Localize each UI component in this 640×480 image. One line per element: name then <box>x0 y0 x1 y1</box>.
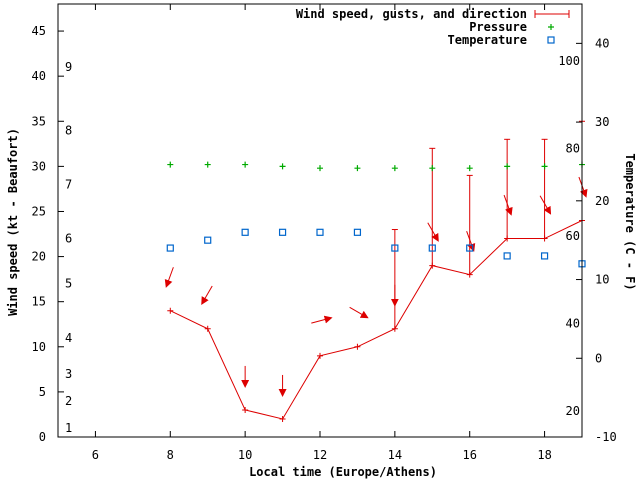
wind-direction-arrow <box>427 222 439 242</box>
series-layer <box>164 120 588 422</box>
y2-tick-label: 40 <box>595 36 609 50</box>
pressure-point <box>354 165 361 172</box>
fahrenheit-label: 40 <box>566 316 580 330</box>
x-tick-label: 18 <box>537 448 551 462</box>
wind-speed-line <box>170 220 583 420</box>
temperature-point <box>466 244 474 252</box>
y-tick-label: 20 <box>32 250 46 264</box>
wind-direction-arrow <box>349 306 369 319</box>
y-tick-label: 15 <box>32 295 46 309</box>
legend-label-temperature: Temperature <box>448 33 527 47</box>
pressure-point <box>317 165 323 172</box>
y-tick-label: 45 <box>32 24 46 38</box>
y-axis-label: Wind speed (kt - Beaufort) <box>6 128 20 316</box>
beaufort-label: 5 <box>65 277 72 291</box>
x-axis-label: Local time (Europe/Athens) <box>249 465 437 479</box>
legend: Wind speed, gusts, and direction Pressur… <box>296 7 570 47</box>
beaufort-label: 6 <box>65 232 72 246</box>
temperature-point <box>391 244 399 252</box>
temperature-point <box>166 244 174 252</box>
y2-tick-label: -10 <box>595 430 617 444</box>
pressure-point <box>167 161 174 168</box>
plot-frame <box>57 3 583 438</box>
y-tick-label: 25 <box>32 204 46 218</box>
beaufort-label: 2 <box>65 394 72 408</box>
wind-speed-point <box>242 406 249 413</box>
pressure-point <box>242 161 249 168</box>
y-tick-label: 0 <box>39 430 46 444</box>
pressure-point <box>391 165 398 172</box>
beaufort-label: 4 <box>65 331 72 345</box>
legend-label-wind: Wind speed, gusts, and direction <box>296 7 527 21</box>
x-tick-label: 14 <box>388 448 402 462</box>
beaufort-label: 7 <box>65 177 72 191</box>
temperature-point <box>540 252 549 260</box>
y2-tick-label: 0 <box>595 351 602 365</box>
beaufort-label: 8 <box>65 123 72 137</box>
axis-layer: 6 8 10 12 14 16 18051015202530354045123456789-… <box>32 4 617 462</box>
wind-speed-point <box>279 415 286 422</box>
x-tick-label: 8 <box>167 448 174 462</box>
wind-speed-point <box>429 262 436 269</box>
y-tick-label: 35 <box>32 114 46 128</box>
wind-speed-point <box>391 325 398 332</box>
fahrenheit-label: 60 <box>566 229 580 243</box>
fahrenheit-label: 100 <box>558 54 580 68</box>
wind-speed-point <box>354 343 361 350</box>
beaufort-label: 1 <box>65 421 72 435</box>
temperature-point <box>316 228 324 236</box>
legend-label-pressure: Pressure <box>469 20 527 34</box>
fahrenheit-label: 20 <box>566 404 580 418</box>
wind-direction-arrow <box>201 285 213 306</box>
temperature-point <box>278 228 287 236</box>
pressure-point <box>204 161 211 168</box>
pressure-point <box>429 165 436 172</box>
wind-direction-arrow <box>503 194 513 216</box>
wind-speed-point <box>317 352 323 359</box>
y2-axis-label: Temperature (C - F) <box>623 153 637 290</box>
x-tick-label: 12 <box>313 448 327 462</box>
x-tick-label: 6 <box>92 448 99 462</box>
y-tick-label: 40 <box>32 69 46 83</box>
wind-speed-point <box>466 271 473 278</box>
pressure-point <box>504 163 511 170</box>
temperature-point <box>503 252 511 260</box>
wind-speed-point <box>167 307 174 314</box>
y-tick-label: 10 <box>32 340 46 354</box>
pressure-point <box>541 163 548 170</box>
temperature-point <box>428 244 436 252</box>
x-tick-label: 10 <box>238 448 252 462</box>
x-tick-label: 16 <box>462 448 476 462</box>
temperature-point <box>353 228 362 236</box>
legend-swatch-temperature <box>547 36 555 44</box>
wind-direction-arrow <box>539 195 552 215</box>
legend-swatch-pressure <box>548 24 554 30</box>
y-tick-label: 5 <box>39 385 46 399</box>
beaufort-label: 9 <box>65 60 72 74</box>
wind-speed-point <box>541 235 548 242</box>
temperature-point <box>241 228 249 236</box>
wind-direction-arrow <box>164 267 174 288</box>
pressure-point <box>466 165 473 172</box>
y2-tick-label: 30 <box>595 115 609 129</box>
temperature-point <box>204 236 212 244</box>
y-tick-label: 30 <box>32 159 46 173</box>
pressure-point <box>279 163 286 170</box>
y2-tick-label: 20 <box>595 194 609 208</box>
fahrenheit-label: 80 <box>566 141 580 155</box>
y2-tick-label: 10 <box>595 273 609 287</box>
wind-speed-point <box>504 235 511 242</box>
beaufort-label: 3 <box>65 367 72 381</box>
wind-direction-arrow <box>311 315 333 324</box>
wind-speed-point <box>204 325 211 332</box>
